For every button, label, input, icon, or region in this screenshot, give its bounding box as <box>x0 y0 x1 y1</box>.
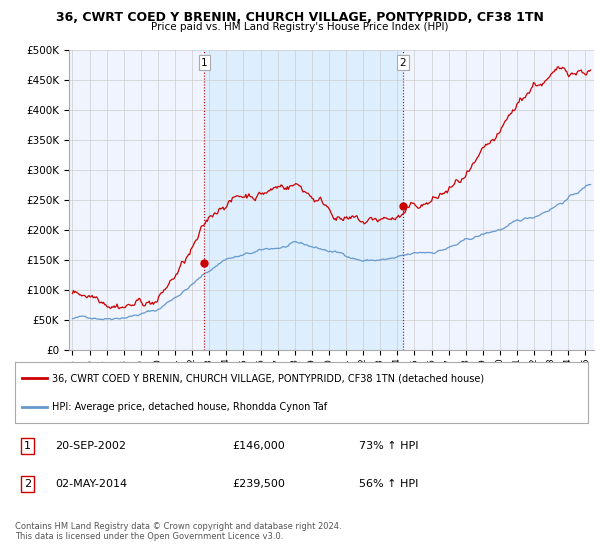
Text: 1: 1 <box>24 441 31 451</box>
Text: 56% ↑ HPI: 56% ↑ HPI <box>359 479 418 489</box>
Text: 36, CWRT COED Y BRENIN, CHURCH VILLAGE, PONTYPRIDD, CF38 1TN: 36, CWRT COED Y BRENIN, CHURCH VILLAGE, … <box>56 11 544 24</box>
Text: 2: 2 <box>400 58 406 68</box>
Text: £146,000: £146,000 <box>233 441 286 451</box>
Bar <box>205 50 403 350</box>
Text: 2: 2 <box>24 479 31 489</box>
Text: 02-MAY-2014: 02-MAY-2014 <box>55 479 127 489</box>
Text: £239,500: £239,500 <box>233 479 286 489</box>
Text: This data is licensed under the Open Government Licence v3.0.: This data is licensed under the Open Gov… <box>15 532 283 541</box>
Text: 20-SEP-2002: 20-SEP-2002 <box>55 441 126 451</box>
Text: HPI: Average price, detached house, Rhondda Cynon Taf: HPI: Average price, detached house, Rhon… <box>52 402 328 412</box>
Text: 73% ↑ HPI: 73% ↑ HPI <box>359 441 418 451</box>
Text: 36, CWRT COED Y BRENIN, CHURCH VILLAGE, PONTYPRIDD, CF38 1TN (detached house): 36, CWRT COED Y BRENIN, CHURCH VILLAGE, … <box>52 373 484 383</box>
Text: 1: 1 <box>201 58 208 68</box>
Text: Price paid vs. HM Land Registry's House Price Index (HPI): Price paid vs. HM Land Registry's House … <box>151 22 449 32</box>
Text: Contains HM Land Registry data © Crown copyright and database right 2024.: Contains HM Land Registry data © Crown c… <box>15 522 341 531</box>
